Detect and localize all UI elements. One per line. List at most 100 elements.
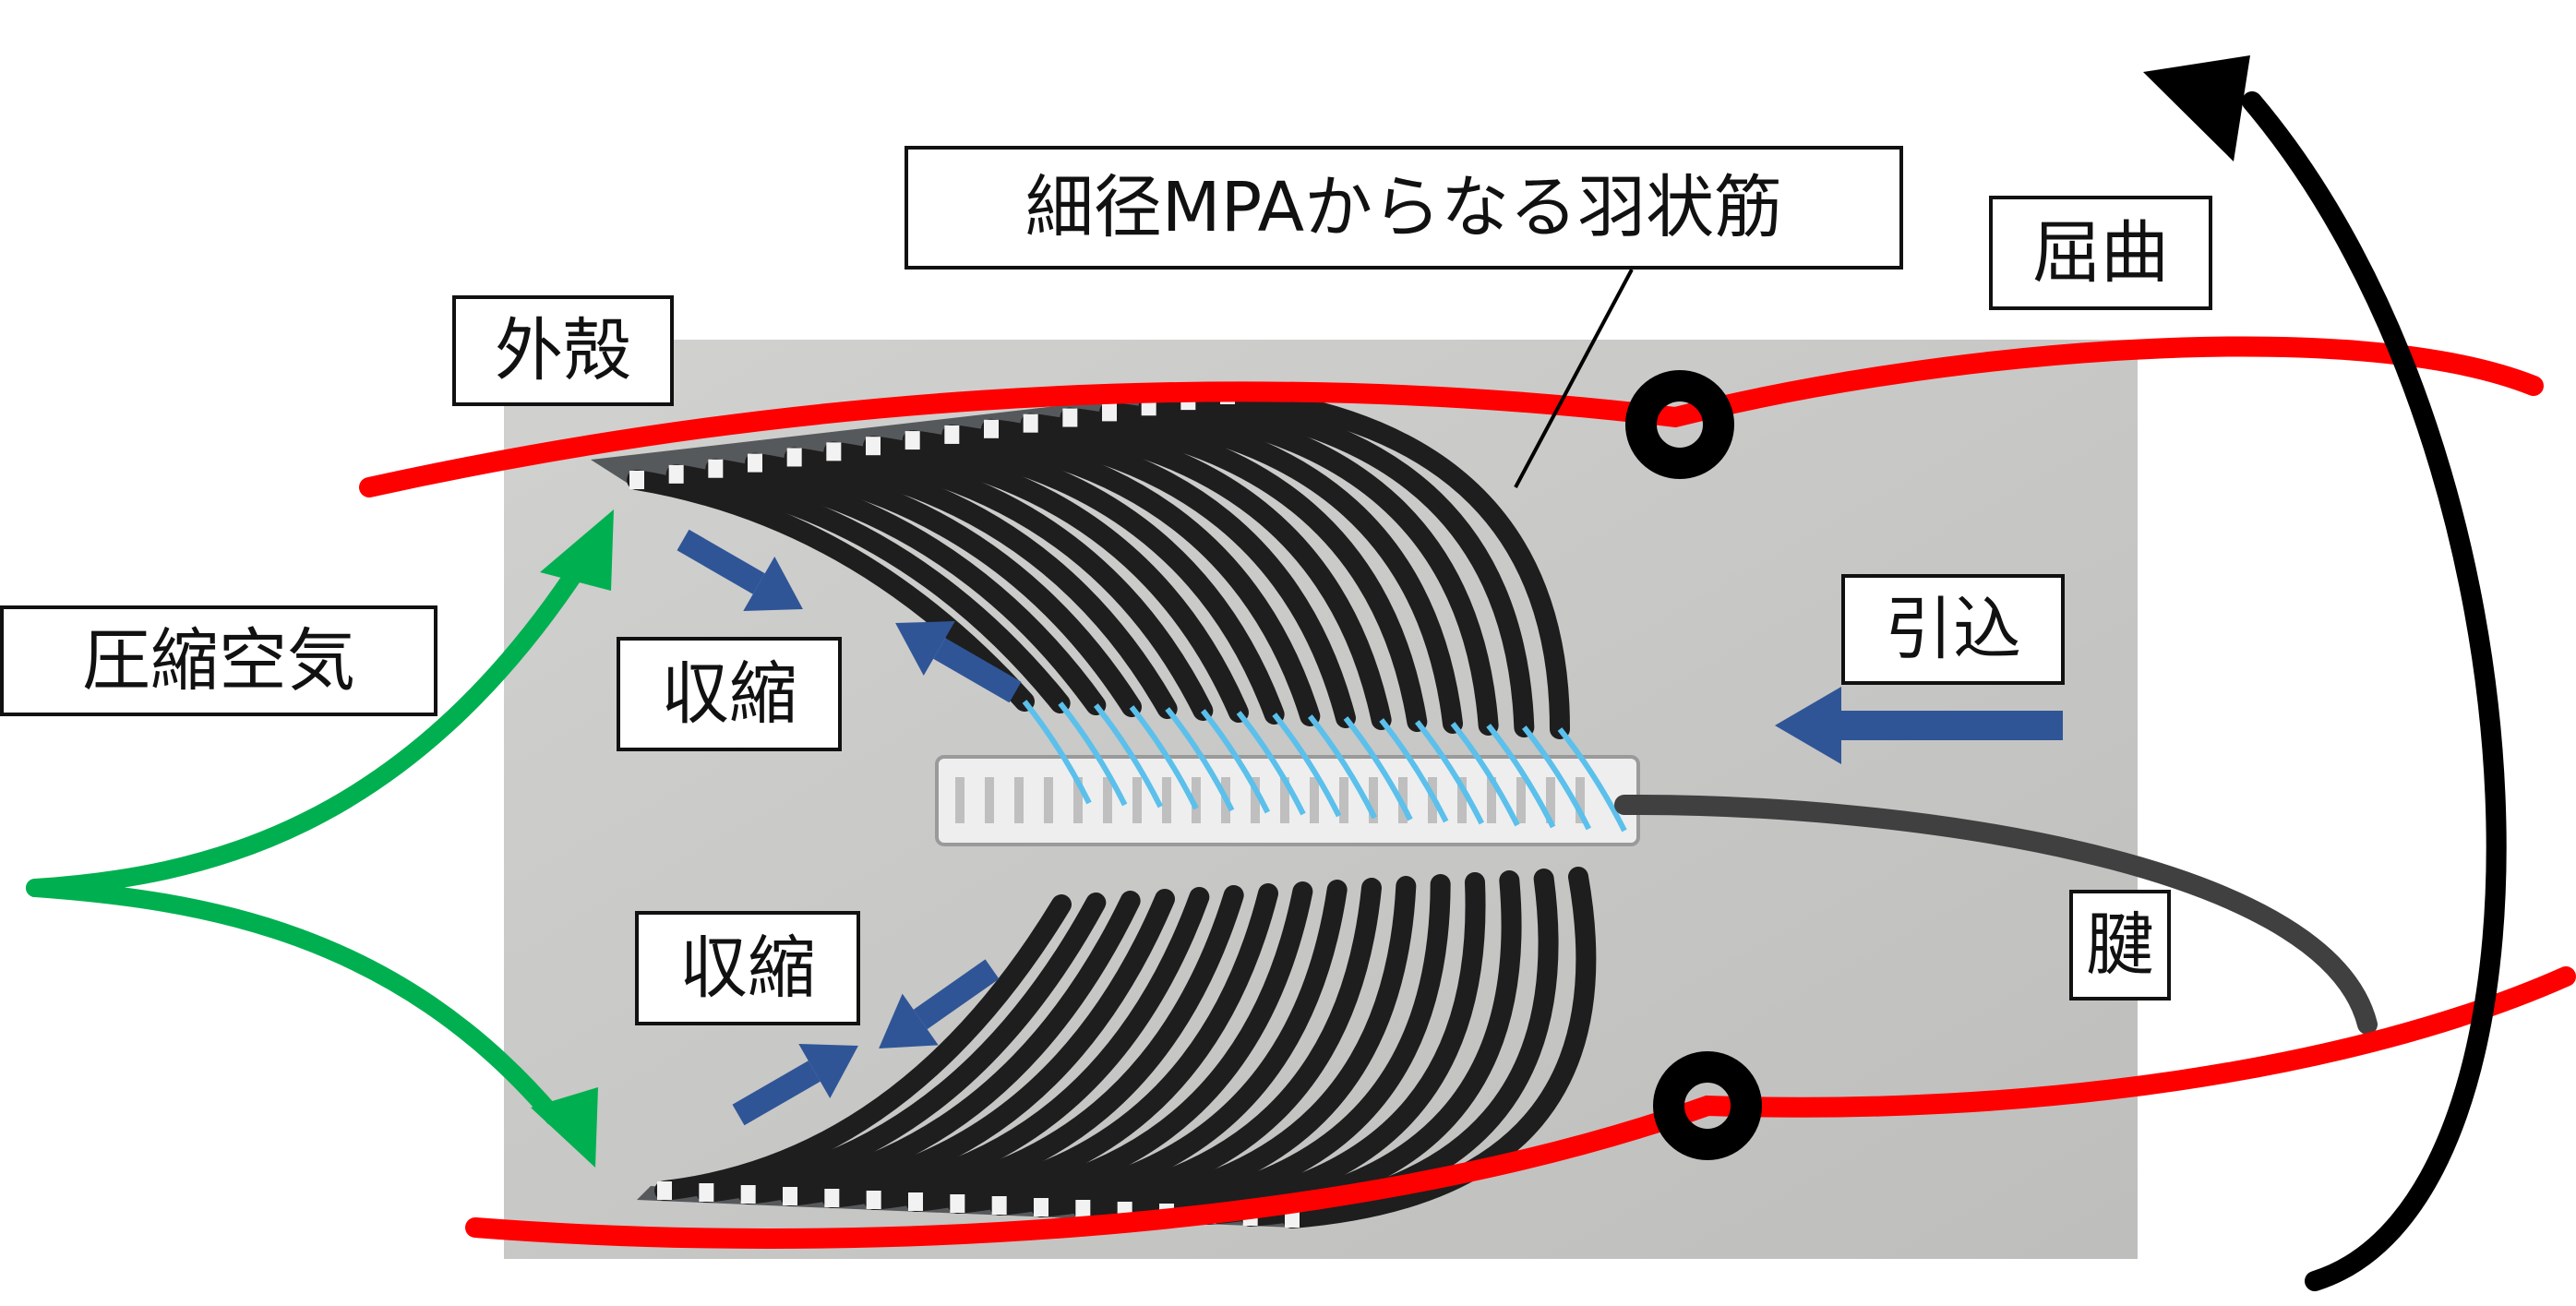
white-ties (629, 386, 1300, 1228)
fiber-tie (668, 464, 684, 484)
fiber-tie (1075, 1200, 1091, 1218)
air-arrow-top (26, 554, 591, 897)
contraction-arrow-1 (677, 529, 803, 611)
air-tube (1450, 722, 1520, 827)
rod-tooth (1546, 777, 1555, 823)
fiber-tie (950, 1194, 965, 1213)
muscle-fiber (627, 470, 1035, 712)
fiber-tie (944, 425, 960, 444)
muscle-fiber (654, 894, 1072, 1201)
fiber-tie (1023, 413, 1038, 433)
muscle-fiber (863, 885, 1244, 1210)
muscle-fiber (823, 441, 1214, 721)
rod-tooth (985, 777, 994, 823)
muscle-fiber (737, 891, 1141, 1204)
air-tube (1557, 727, 1627, 833)
rod-tooth (1487, 777, 1496, 823)
muscle-fiber (1099, 401, 1463, 734)
fiber-tie (740, 1185, 756, 1204)
fiber-tie (629, 471, 644, 489)
muscle-fiber (1217, 385, 1570, 739)
rod-tooth (1280, 777, 1289, 823)
fiber-tie (657, 1181, 672, 1200)
contraction-arrow-4 (732, 1044, 858, 1126)
contraction-arrow-3 (879, 959, 1000, 1049)
fiber-tie (708, 459, 724, 478)
air-tube (1058, 701, 1128, 807)
rod-tooth (1457, 777, 1467, 823)
fiber-tie (783, 1187, 797, 1205)
joint-top-icon (1625, 370, 1734, 479)
muscle-fiber (696, 893, 1107, 1203)
muscle-fiber (1138, 396, 1499, 736)
muscle-fiber (1020, 413, 1392, 730)
air-tube (1272, 713, 1342, 818)
bend-arc (2242, 91, 2507, 1291)
air-arrow-bottom (26, 879, 563, 1126)
fiber-tie (1102, 402, 1117, 422)
muscle-fiber (745, 452, 1142, 717)
blue-tubes (1022, 700, 1627, 833)
air-arrow-bottom-head-icon (531, 1087, 598, 1168)
muscle-fiber (665, 463, 1071, 713)
rod-tooth (1103, 777, 1112, 823)
shell-label: 外殻 (452, 295, 674, 406)
bend-arrow-head-icon (2143, 55, 2250, 162)
air-tube (1521, 725, 1592, 831)
compressed-air-label: 圧縮空気 (0, 605, 437, 716)
joint-bottom-icon (1653, 1051, 1762, 1160)
fiber-tie (866, 1191, 881, 1209)
rod-tooth (1251, 777, 1260, 823)
fiber-tie (748, 453, 762, 473)
shell-top-line (359, 336, 2544, 497)
rod-tooth (1339, 777, 1348, 823)
air-tube (1343, 716, 1413, 821)
air-tube (1486, 724, 1556, 829)
muscle-fiber (988, 880, 1348, 1216)
fiber-tie (905, 431, 920, 450)
air-tube (1022, 700, 1092, 805)
contraction-label-top: 収縮 (617, 637, 842, 751)
fiber-tie (1034, 1198, 1048, 1216)
air-tube (1129, 705, 1199, 810)
muscle-fiber (863, 436, 1249, 723)
air-tube (1236, 711, 1306, 816)
air-tube (1379, 718, 1449, 823)
muscle-fiber (705, 458, 1107, 715)
pull-arrow (1775, 687, 2063, 764)
contraction-arrows (677, 529, 2063, 1126)
muscle-fiber (821, 887, 1210, 1208)
air-tube (1165, 707, 1235, 812)
pull-in-label: 引込 (1841, 574, 2065, 685)
fiber-tie (908, 1192, 923, 1211)
contraction-arrow-2 (895, 621, 1022, 703)
fiber-tie (991, 1196, 1007, 1215)
tendon-line (1614, 794, 2378, 1035)
tendon-label: 腱 (2069, 890, 2171, 1000)
air-tube (1200, 709, 1271, 814)
air-tube (1307, 714, 1378, 820)
muscle-fiber (780, 889, 1175, 1206)
rod-tooth (1310, 777, 1319, 823)
muscle-fiber (1282, 867, 1597, 1228)
muscle-fiber (1178, 390, 1535, 737)
muscle-fiber (947, 881, 1313, 1214)
muscle-fibers-top (627, 385, 1570, 739)
air-tube (1414, 720, 1485, 825)
rod-tooth (1516, 777, 1526, 823)
rod-tooth (955, 777, 965, 823)
title-pointer-line (1514, 269, 1634, 488)
muscle-fiber (1072, 876, 1417, 1219)
muscle-fiber (1060, 407, 1428, 732)
contraction-label-bottom: 収縮 (635, 911, 860, 1025)
air-tube (1093, 703, 1164, 809)
muscle-fiber (905, 883, 1278, 1212)
muscle-fiber (1031, 878, 1382, 1217)
rod-tooth (1014, 777, 1024, 823)
fiber-tie (786, 448, 802, 467)
fiber-tie (1062, 408, 1078, 427)
rod-tooth (1132, 777, 1142, 823)
bend-label: 屈曲 (1989, 196, 2212, 310)
fiber-tie (824, 1189, 840, 1207)
